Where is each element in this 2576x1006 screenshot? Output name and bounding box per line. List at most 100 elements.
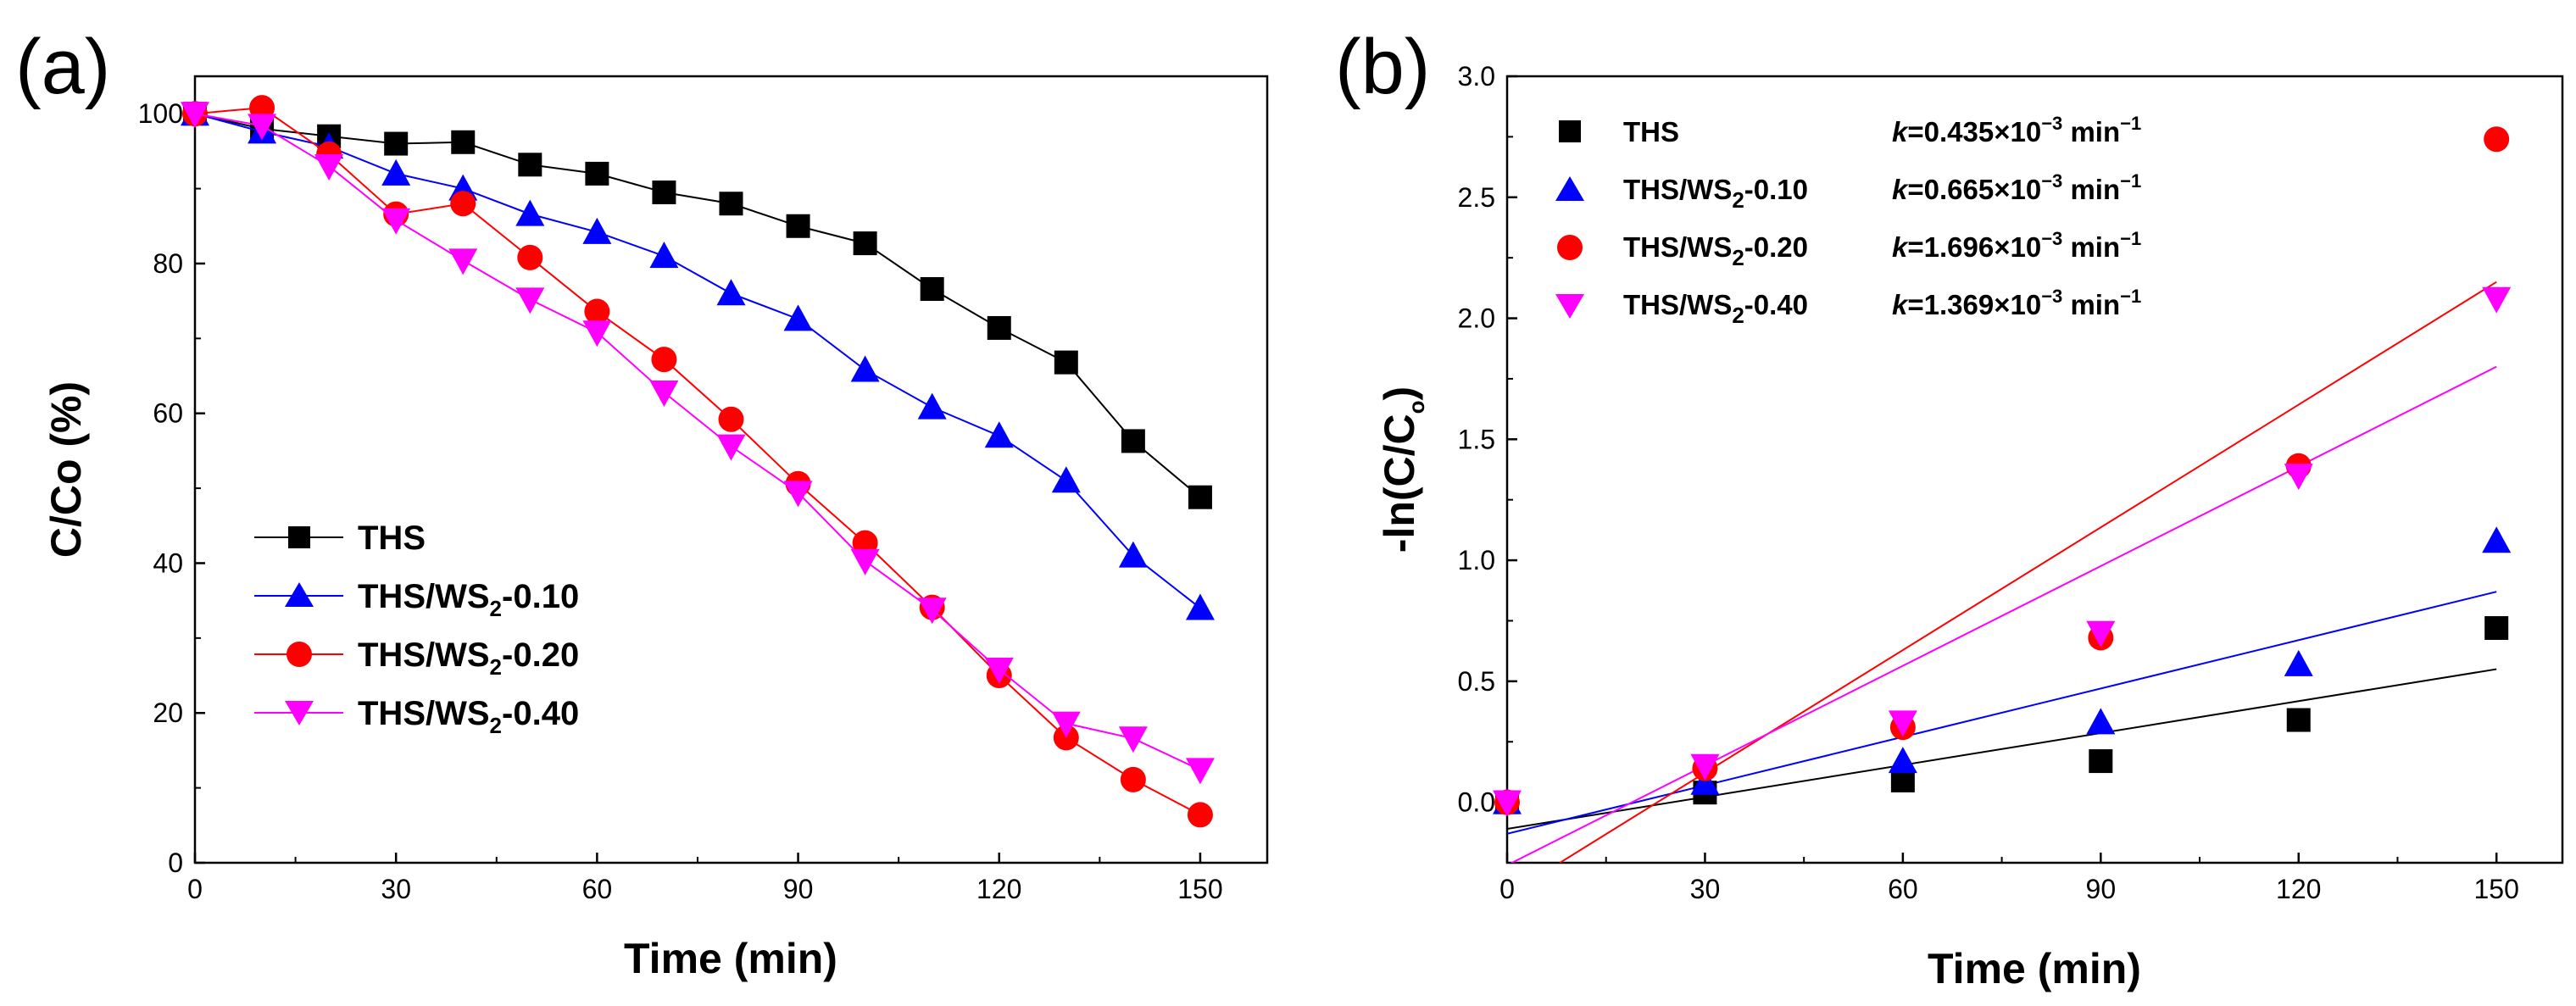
data-point-ths xyxy=(2484,616,2509,641)
rate-constant-ws2-040: k=1.369×10−3 min−1 xyxy=(1892,286,2141,320)
series-line-ths-ws2-0-20 xyxy=(194,107,1201,816)
legend-marker-circle xyxy=(1557,235,1583,260)
y-tick-label: 100 xyxy=(138,98,183,129)
legend-label-ths-a: THS xyxy=(358,520,426,557)
data-point-ths-ws2-0-10 xyxy=(1118,541,1148,568)
data-point-ths-ws2-0-40 xyxy=(1051,711,1081,738)
data-point-ths-ws2-0-10 xyxy=(917,392,947,420)
x-axis-title-b: Time (min) xyxy=(1928,945,2141,992)
data-point-ths-ws2-0-20 xyxy=(1187,802,1213,828)
data-point-ths-ws2-0-10 xyxy=(716,279,746,306)
data-point-ths-ws2-0-40 xyxy=(582,320,612,347)
data-point-ths-ws2-0-10 xyxy=(2086,708,2116,735)
plot-frame-a xyxy=(193,75,1269,864)
rate-constant-ws2-010: k=0.665×10−3 min−1 xyxy=(1892,170,2141,205)
legend-marker-square xyxy=(1559,120,1581,142)
rate-constant-ws2-020: k=1.696×10−3 min−1 xyxy=(1892,228,2141,263)
legend-entry-ws2-010-b: THS/WS2-0.10 k=0.665×10−3 min−1 xyxy=(1555,170,2141,213)
legend-entry-ws2-020-a: THS/WS2-0.20 xyxy=(254,636,579,680)
data-point-ths-ws2-0-40 xyxy=(381,208,411,235)
y-tick-label: 20 xyxy=(153,698,183,728)
y-axis-title-b: -ln(C/Co) xyxy=(1376,386,1429,553)
data-point-ths-ws2-0-40 xyxy=(984,657,1014,684)
x-axis-title-a: Time (min) xyxy=(624,935,837,982)
series-ths-ws2-0-40 xyxy=(181,102,1215,785)
y-tick-label: 1.0 xyxy=(1458,545,1495,575)
data-point-ths xyxy=(853,231,877,256)
x-tick-label: 30 xyxy=(1690,874,1721,904)
data-point-ths-ws2-0-10 xyxy=(1051,466,1081,493)
data-point-ths-ws2-0-10 xyxy=(515,199,545,226)
data-point-ths-ws2-0-40 xyxy=(649,380,679,407)
data-point-ths-ws2-0-40 xyxy=(314,154,344,181)
data-point-ths-ws2-0-40 xyxy=(917,597,947,625)
x-tick-label: 60 xyxy=(1888,874,1918,904)
data-point-ths-ws2-0-40 xyxy=(181,102,209,129)
data-point-ths-ws2-0-40 xyxy=(783,481,813,508)
data-point-ths-ws2-0-40 xyxy=(2284,464,2313,491)
data-point-ths-ws2-0-10 xyxy=(1690,768,1720,795)
legend-label-ths-b: THS xyxy=(1623,116,1679,147)
data-point-ths xyxy=(585,161,609,186)
x-tick-label: 30 xyxy=(381,874,411,904)
data-point-ths xyxy=(652,180,676,204)
data-point-ths-ws2-0-20 xyxy=(584,298,610,325)
x-tick-label: 120 xyxy=(2276,874,2321,904)
data-point-ths-ws2-0-40 xyxy=(448,248,478,275)
series-ths-ws2-0-40 xyxy=(1493,286,2512,817)
y-tick-label: 40 xyxy=(153,547,183,578)
fit-lines-b xyxy=(1507,281,2497,863)
legend-entry-ws2-010-a: THS/WS2-0.10 xyxy=(254,578,579,621)
series-ths-ws2-0-10 xyxy=(1493,526,2512,814)
legend-entry-ths-a: THS xyxy=(254,520,426,557)
x-tick-label: 0 xyxy=(1499,874,1515,904)
legend-label-ws2-010-b: THS/WS2-0.10 xyxy=(1623,174,1808,213)
rate-constant-ths: k=0.435×10−3 min−1 xyxy=(1892,113,2141,147)
data-point-ths xyxy=(1188,485,1212,509)
panel-a: (a) 0 30 60 90 120 150 0 20 40 60 80 100 Time (min)… xyxy=(15,24,1269,982)
data-point-ths-ws2-0-40 xyxy=(1118,726,1148,753)
y-tick-label: 0.0 xyxy=(1458,787,1495,818)
data-point-ths-ws2-0-10 xyxy=(649,242,679,269)
legend-label-ws2-040-b: THS/WS2-0.40 xyxy=(1623,289,1808,328)
data-point-ths xyxy=(719,192,743,216)
series-ths xyxy=(1495,616,2509,814)
data-point-ths-ws2-0-20 xyxy=(651,347,677,373)
data-point-ths-ws2-0-40 xyxy=(1493,790,1522,817)
x-tick-label: 0 xyxy=(187,874,203,904)
fit-line-ths xyxy=(1507,668,2497,831)
series-line-ths-ws2-0-10 xyxy=(194,113,1201,609)
x-tick-label: 150 xyxy=(2473,874,2518,904)
data-point-ths-ws2-0-40 xyxy=(515,287,545,314)
data-point-ths-ws2-0-10 xyxy=(2482,526,2512,553)
data-point-ths-ws2-0-10 xyxy=(381,158,411,186)
data-point-ths-ws2-0-40 xyxy=(248,114,277,141)
y-tick-label: 2.0 xyxy=(1458,303,1495,334)
panel-a-label: (a) xyxy=(15,24,110,110)
x-tick-label: 60 xyxy=(582,874,613,904)
data-point-ths-ws2-0-20 xyxy=(517,244,543,270)
panel-b: (b) 0 30 60 90 120 150 0.0 0.5 1.0 1.5 2.0 2.5 3.0 T… xyxy=(1335,24,2564,992)
fit-line-ths-ws2-0-40 xyxy=(1510,365,2497,863)
data-point-ths-ws2-0-20 xyxy=(1120,766,1146,792)
data-point-ths xyxy=(2089,749,2113,774)
panel-b-label: (b) xyxy=(1335,24,1430,110)
y-axis-title-a: C/Co (%) xyxy=(42,381,90,558)
data-point-ths-ws2-0-10 xyxy=(1888,747,1917,774)
series-line-ths xyxy=(194,113,1201,498)
data-point-ths-ws2-0-20 xyxy=(2484,126,2510,153)
data-point-ths-ws2-0-40 xyxy=(850,548,880,575)
data-point-ths xyxy=(384,131,409,156)
legend-marker-triangle-up xyxy=(285,582,314,607)
legend-marker-triangle-down xyxy=(1555,294,1584,319)
series-group-b xyxy=(1493,126,2512,817)
data-point-ths-ws2-0-40 xyxy=(1185,758,1215,785)
data-point-ths xyxy=(987,315,1011,340)
data-point-ths xyxy=(518,153,542,177)
x-tick-label: 120 xyxy=(976,874,1021,904)
axis-ticks-a: 0 30 60 90 120 150 0 20 40 60 80 100 xyxy=(138,98,1223,904)
data-point-ths xyxy=(451,130,476,154)
legend-marker-circle xyxy=(287,642,312,667)
y-tick-label: 0 xyxy=(168,848,183,878)
x-tick-label: 90 xyxy=(783,874,814,904)
